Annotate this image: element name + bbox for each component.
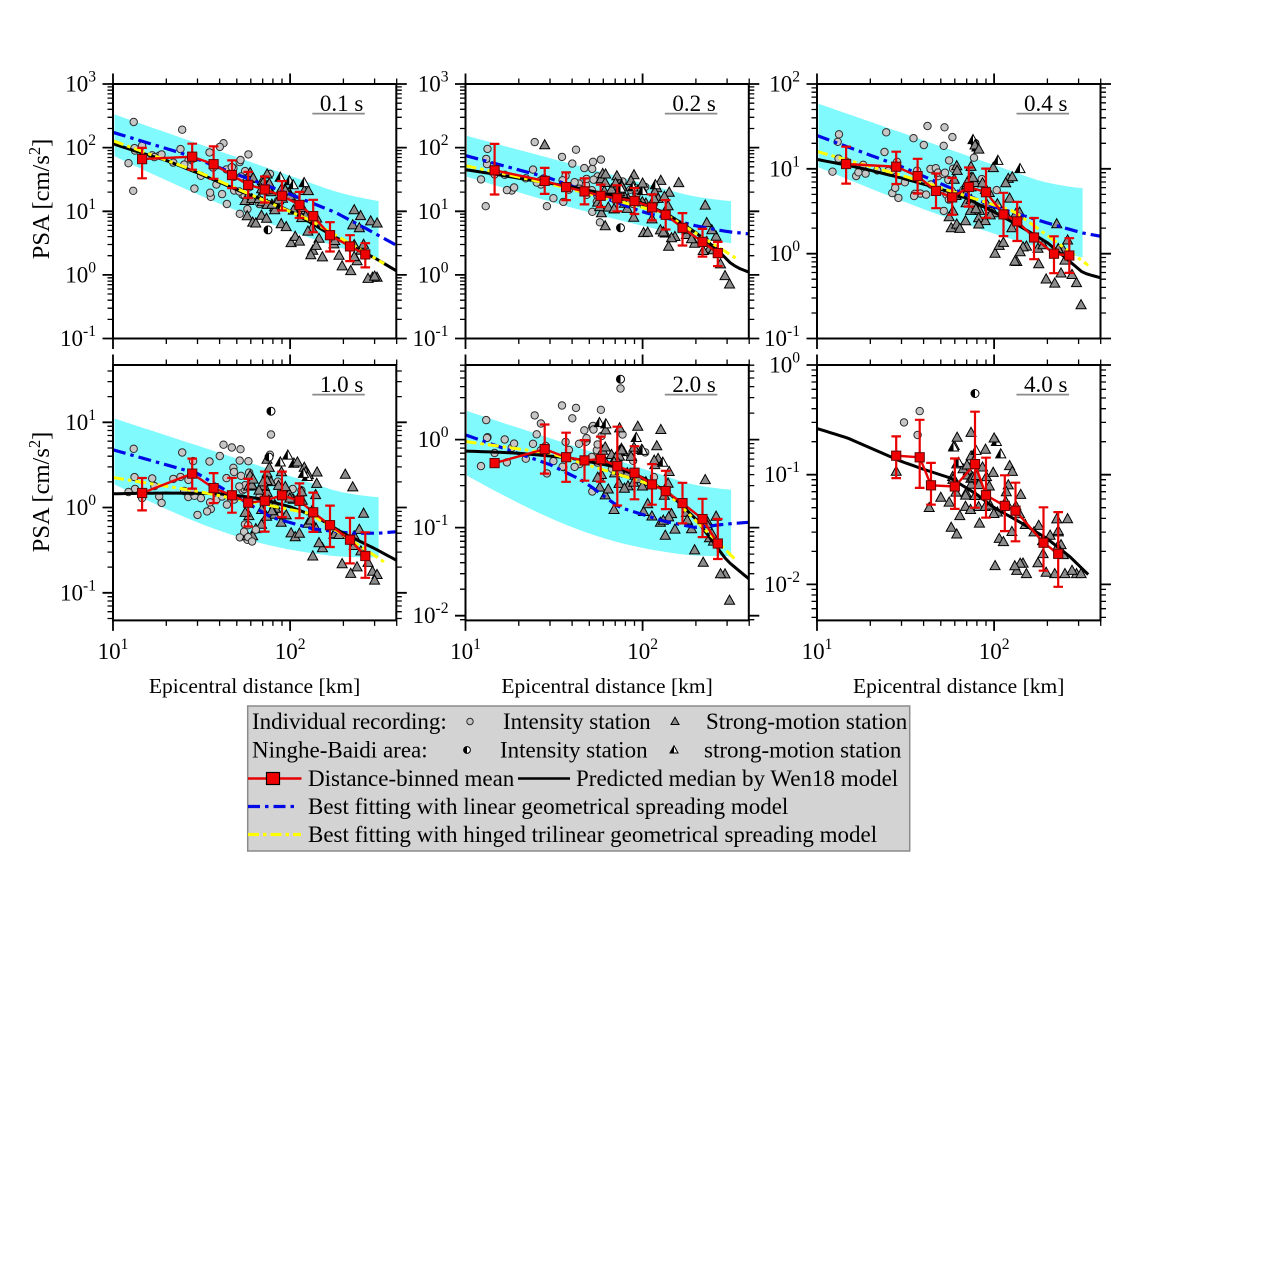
svg-text:4.0 s: 4.0 s — [1024, 372, 1068, 397]
svg-text:Distance-binned mean: Distance-binned mean — [308, 766, 515, 791]
svg-text:10-1: 10-1 — [764, 323, 800, 351]
svg-text:Epicentral distance [km]: Epicentral distance [km] — [501, 674, 712, 698]
svg-text:Intensity station: Intensity station — [500, 738, 648, 763]
svg-text:Epicentral distance [km]: Epicentral distance [km] — [853, 674, 1064, 698]
svg-text:PSA [cm/s2]: PSA [cm/s2] — [25, 139, 55, 260]
svg-text:Epicentral distance [km]: Epicentral distance [km] — [149, 674, 360, 698]
svg-text:Strong-motion station: Strong-motion station — [706, 709, 908, 734]
svg-text:Individual recording:: Individual recording: — [252, 709, 447, 734]
svg-text:101: 101 — [450, 636, 481, 664]
svg-text:0.1 s: 0.1 s — [320, 91, 364, 116]
svg-text:2.0 s: 2.0 s — [672, 372, 716, 397]
svg-text:0.4 s: 0.4 s — [1024, 91, 1068, 116]
svg-text:102: 102 — [65, 132, 96, 160]
svg-text:Intensity station: Intensity station — [503, 709, 651, 734]
svg-text:PSA [cm/s2]: PSA [cm/s2] — [25, 432, 55, 553]
svg-text:Best fitting with hinged trili: Best fitting with hinged trilinear geome… — [308, 822, 877, 847]
svg-text:1.0 s: 1.0 s — [320, 372, 364, 397]
svg-text:Best fitting with linear geome: Best fitting with linear geometrical spr… — [308, 794, 788, 819]
svg-text:Predicted median by Wen18 mode: Predicted median by Wen18 model — [576, 766, 898, 791]
svg-text:Ninghe-Baidi area:: Ninghe-Baidi area: — [252, 738, 428, 763]
svg-text:strong-motion station: strong-motion station — [704, 738, 902, 763]
svg-text:0.2 s: 0.2 s — [672, 91, 716, 116]
